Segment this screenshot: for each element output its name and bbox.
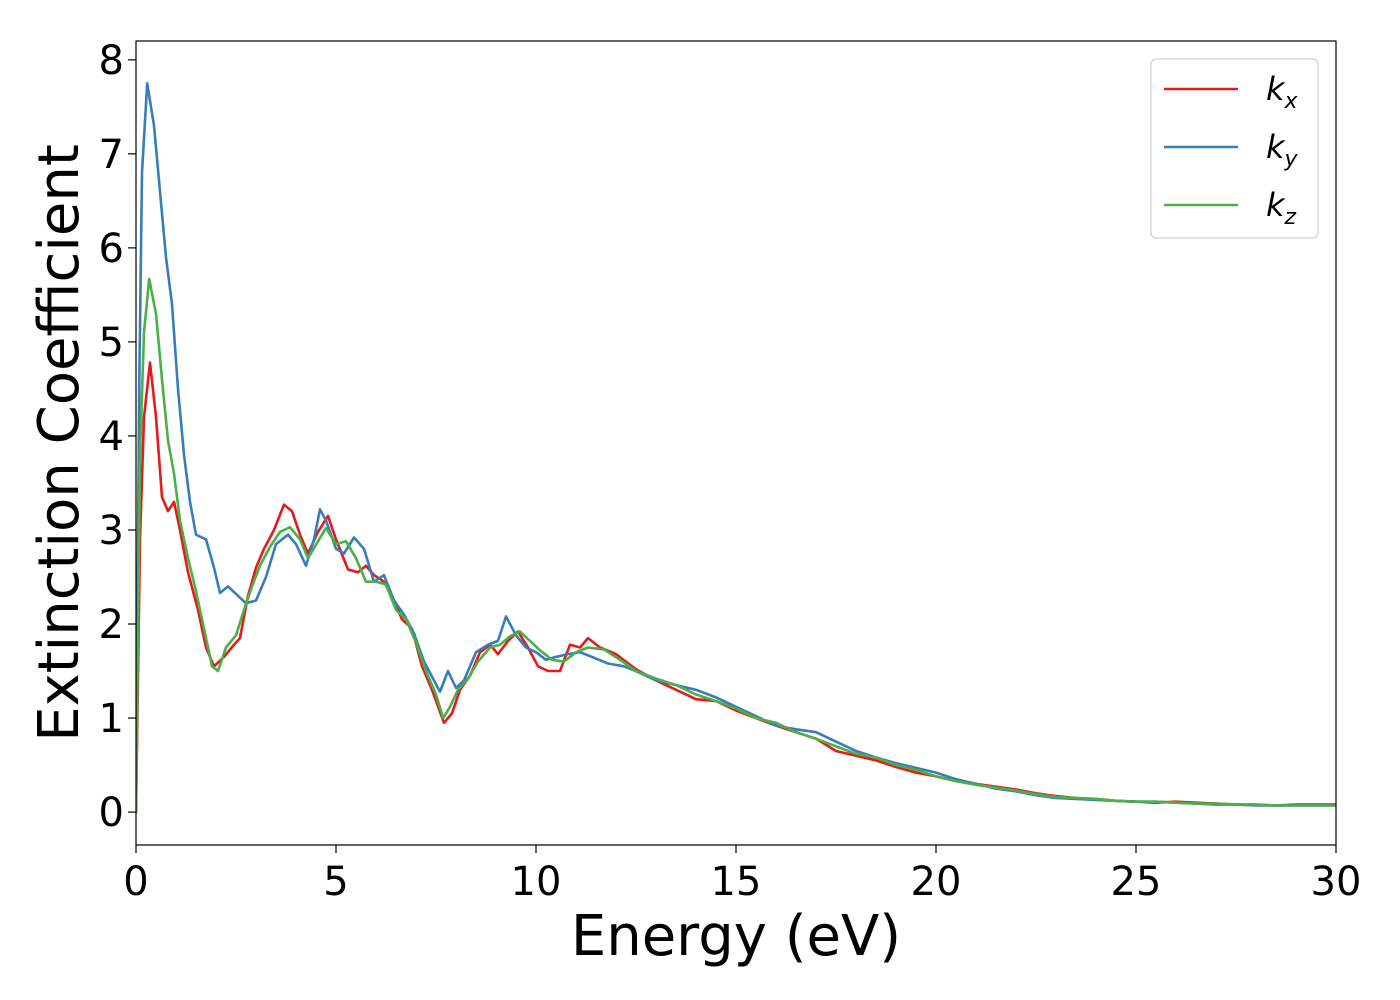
x-tick-label: 10 <box>511 859 562 905</box>
series-line-kz <box>136 277 1336 814</box>
x-tick-label: 5 <box>323 859 348 905</box>
legend-label: ky <box>1266 128 1299 172</box>
y-tick-label: 8 <box>99 38 124 84</box>
y-tick-label: 7 <box>99 132 124 178</box>
y-axis: 0 1 2 3 4 5 6 7 8 <box>99 38 136 836</box>
x-tick-label: 25 <box>1111 859 1162 905</box>
legend-label: kx <box>1266 70 1299 114</box>
y-tick-label: 0 <box>99 790 124 836</box>
legend: kx ky kz <box>1150 58 1319 239</box>
y-axis-title: Extinction Coefficient <box>27 144 92 742</box>
y-tick-label: 6 <box>99 226 124 272</box>
y-tick-label: 5 <box>99 320 124 366</box>
y-tick-label: 4 <box>99 414 124 460</box>
x-tick-label: 30 <box>1311 859 1362 905</box>
series-line-kx <box>136 361 1336 814</box>
series-layer <box>136 82 1336 814</box>
x-tick-label: 0 <box>123 859 148 905</box>
y-tick-label: 2 <box>99 602 124 648</box>
x-axis: 0 5 10 15 20 25 30 <box>123 845 1361 905</box>
y-tick-label: 3 <box>99 508 124 554</box>
x-tick-label: 15 <box>711 859 762 905</box>
legend-label: kz <box>1266 186 1297 230</box>
legend-box <box>1150 58 1319 239</box>
x-axis-title: Energy (eV) <box>571 904 901 969</box>
x-tick-label: 20 <box>911 859 962 905</box>
y-tick-label: 1 <box>99 696 124 742</box>
